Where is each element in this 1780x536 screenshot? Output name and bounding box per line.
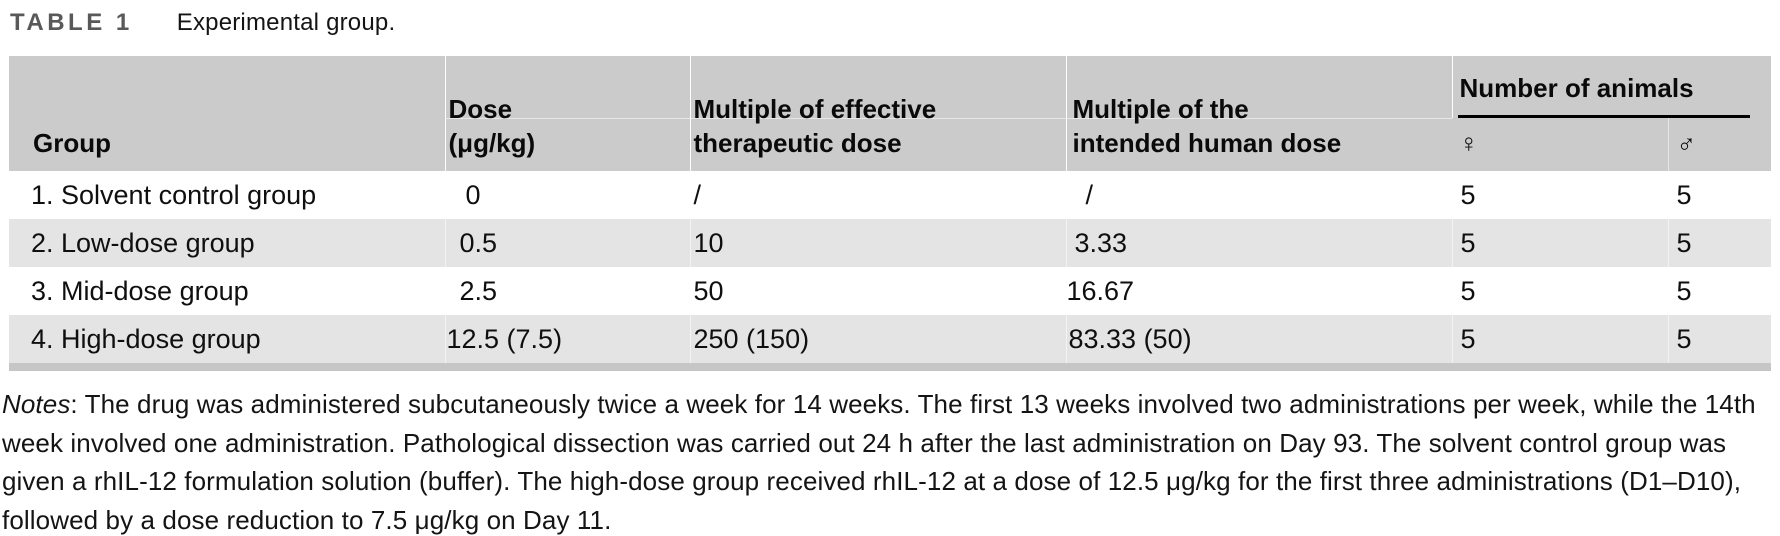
cell-multiple-human: 16.67 [1065,267,1452,315]
cell-male-count: 5 [1667,315,1771,363]
column-header-group: Group [9,56,445,171]
header-row-top: Group Dose (μg/kg) Multiple of effective… [9,56,1771,171]
cell-multiple-human: / [1065,171,1452,219]
cell-group: 1. Solvent control group [31,179,317,210]
table-row: 4. High-dose group 12.5 (7.5) 250 (150) … [9,315,1771,363]
male-symbol-header: ♂ [1667,118,1771,171]
cell-female-count: 5 [1451,267,1668,315]
table-row: 2. Low-dose group 0.5 10 3.33 5 5 [9,219,1771,267]
cell-dose: 12.5 (7.5) [444,315,690,363]
cell-female-count: 5 [1451,315,1668,363]
cell-multiple-effective: 50 [689,267,1066,315]
header-row-sub: ♀ ♂ [9,118,1771,171]
column-header-multiple-effective-dose: Multiple of effective therapeutic dose [689,56,1066,171]
cell-multiple-human: 3.33 [1065,219,1452,267]
cell-multiple-effective: 250 (150) [689,315,1066,363]
cell-male-count: 5 [1667,171,1771,219]
table-caption: Experimental group. [176,9,396,36]
table-number-label: TABLE 1 [10,9,133,36]
cell-dose: 0 [444,171,690,219]
column-header-dose: Dose (μg/kg) [444,56,690,171]
female-symbol-header: ♀ [1452,118,1668,171]
cell-female-count: 5 [1451,219,1668,267]
cell-dose: 2.5 [444,267,690,315]
column-header-multiple-human-dose: Multiple of the intended human dose [1065,56,1452,171]
table-notes: Notes: The drug was administered subcuta… [2,385,1780,536]
table-row: 1. Solvent control group 0 / / 5 5 [9,171,1771,219]
notes-line: week involved one administration. Pathol… [2,427,1727,458]
cell-male-count: 5 [1667,219,1771,267]
notes-line: followed by a dose reduction to 7.5 μg/k… [2,504,612,535]
column-group-header-number-of-animals: Number of animals [1451,56,1771,118]
notes-line: : The drug was administered subcutaneous… [70,389,1756,419]
cell-group: 2. Low-dose group [31,227,255,258]
cell-group: 3. Mid-dose group [31,275,249,306]
cell-multiple-human: 83.33 (50) [1065,315,1452,363]
table-row: 3. Mid-dose group 2.5 50 16.67 5 5 [9,267,1771,315]
table-bottom-rule [9,363,1771,371]
cell-multiple-effective: / [689,171,1066,219]
experimental-group-table: Group Dose (μg/kg) Multiple of effective… [9,56,1771,363]
cell-multiple-effective: 10 [689,219,1066,267]
table-title: TABLE 1 Experimental group. [10,9,1780,41]
cell-dose: 0.5 [444,219,690,267]
notes-label: Notes [2,389,71,419]
cell-group: 4. High-dose group [31,323,261,354]
notes-line: given a rhIL-12 formulation solution (bu… [2,466,1742,496]
cell-male-count: 5 [1667,267,1771,315]
cell-female-count: 5 [1451,171,1668,219]
